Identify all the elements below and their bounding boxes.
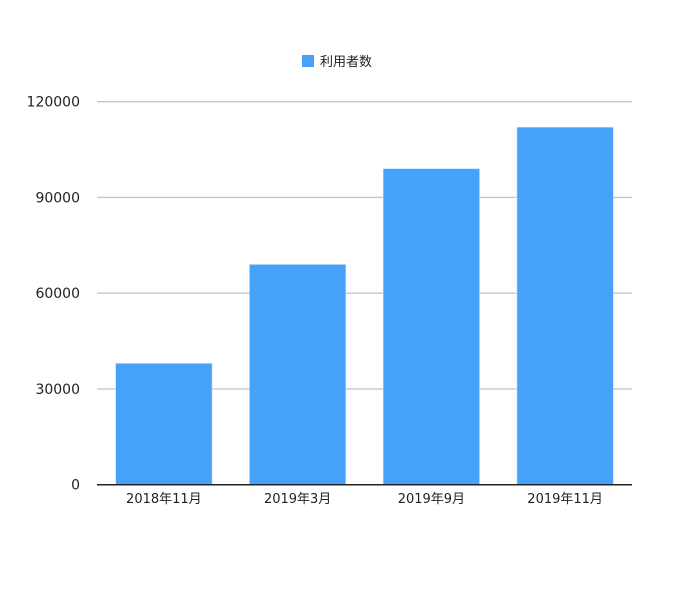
y-tick-label: 90000: [35, 190, 80, 206]
x-tick-label: 2019年9月: [398, 492, 465, 507]
bar: [249, 264, 347, 486]
x-tick-label: 2018年11月: [126, 492, 202, 507]
legend-swatch: [302, 55, 314, 67]
bar: [115, 363, 213, 485]
bar: [382, 168, 480, 486]
y-tick-label: 120000: [27, 95, 80, 111]
y-tick-label: 30000: [35, 382, 80, 398]
y-tick-label: 60000: [35, 286, 80, 302]
x-tick-label: 2019年11月: [527, 492, 603, 507]
x-tick-label: 2019年3月: [264, 492, 331, 507]
y-tick-label: 0: [71, 478, 80, 494]
legend-label: 利用者数: [320, 55, 372, 70]
bar: [516, 126, 614, 486]
